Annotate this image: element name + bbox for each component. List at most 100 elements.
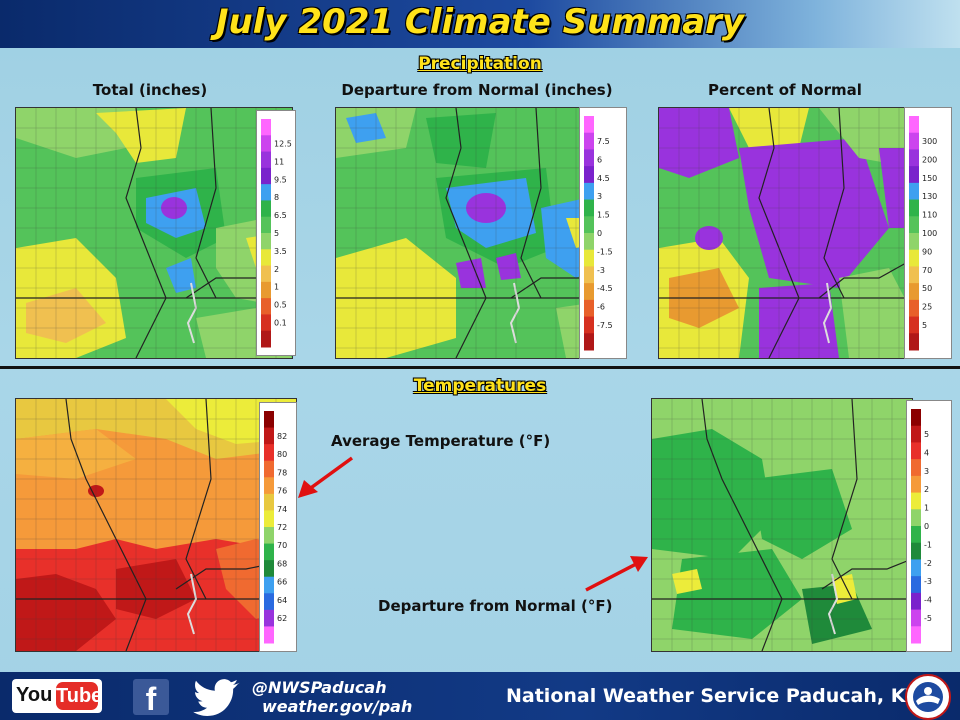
legend-tick-label: 1 <box>924 504 929 513</box>
legend-color-segment <box>264 427 274 445</box>
legend-tick-label: 70 <box>922 266 932 275</box>
legend-tick-label: -4.5 <box>597 284 613 293</box>
legend-color-segment <box>584 266 594 284</box>
legend-color-segment <box>909 149 919 167</box>
legend-color-segment <box>911 425 921 443</box>
section-divider <box>0 366 960 369</box>
legend-color-segment <box>261 200 271 218</box>
legend-tick-label: -1.5 <box>597 247 613 256</box>
map-temp-departure <box>651 398 913 652</box>
legend-tick-label: 74 <box>277 505 287 514</box>
legend-tick-label: 3.5 <box>274 247 287 256</box>
legend-color-segment <box>584 283 594 301</box>
legend-color-segment <box>584 199 594 217</box>
legend-color-segment <box>584 132 594 150</box>
legend-color-segment <box>911 576 921 594</box>
legend-color-segment <box>909 316 919 334</box>
legend-color-segment <box>911 559 921 577</box>
map-label-precip-departure: Departure from Normal (inches) <box>341 81 613 99</box>
legend-color-segment <box>584 233 594 251</box>
legend-precip-departure: 7.5 6 4.5 3 1.5 0 -1.5 -3 -4.5 -6 -7.5 <box>579 107 627 359</box>
legend-precip-total: 12.5 11 9.5 8 6.5 5 3.5 2 1 0.5 0.1 <box>256 110 296 356</box>
legend-color-segment <box>261 216 271 234</box>
legend-tick-label: 4.5 <box>597 174 610 183</box>
legend-tick-label: 25 <box>922 303 932 312</box>
legend-tick-label: 0 <box>597 229 602 238</box>
legend-color-segment <box>584 166 594 184</box>
legend-color-segment <box>909 266 919 284</box>
youtube-icon[interactable]: You Tube <box>12 679 102 713</box>
legend-color-segment <box>584 333 594 351</box>
map-precip-total <box>15 107 293 359</box>
legend-tick-label: 1.5 <box>597 211 610 220</box>
legend-tick-label: 3 <box>924 467 929 476</box>
legend-color-segment <box>909 182 919 201</box>
legend-tick-label: -1 <box>924 540 932 549</box>
legend-color-segment <box>261 167 271 185</box>
legend-color-segment <box>909 283 919 301</box>
legend-precip-percent: 300 200 150 130 110 100 90 70 50 25 5 <box>904 107 952 359</box>
legend-color-segment <box>909 166 919 184</box>
legend-tick-label: -5 <box>924 614 932 623</box>
map-avg-temperature <box>15 398 297 652</box>
legend-tick-label: 0 <box>924 522 929 531</box>
legend-color-segment <box>909 299 919 318</box>
legend-tick-label: -2 <box>924 559 932 568</box>
legend-color-segment <box>911 442 921 460</box>
legend-tick-label: 130 <box>922 192 937 201</box>
legend-tick-label: 1 <box>274 283 279 292</box>
website-link[interactable]: weather.gov/pah <box>262 697 413 716</box>
section-temperatures: Temperatures <box>413 376 547 396</box>
legend-color-segment <box>911 542 921 560</box>
legend-tick-label: 72 <box>277 523 287 532</box>
legend-tick-label: -4 <box>924 596 932 605</box>
legend-tick-label: 4 <box>924 448 929 457</box>
legend-color-segment <box>264 626 274 644</box>
legend-tick-label: 9.5 <box>274 175 287 184</box>
legend-tick-label: 8 <box>274 193 279 202</box>
legend-color-segment <box>261 249 271 267</box>
legend-color-segment <box>584 249 594 267</box>
legend-tick-label: 110 <box>922 211 937 220</box>
legend-color-segment <box>911 526 921 544</box>
legend-color-segment <box>909 216 919 234</box>
annotation-temp-departure: Departure from Normal (°F) <box>378 597 613 615</box>
legend-tick-label: 0.1 <box>274 319 287 328</box>
youtube-you-text: You <box>16 684 53 706</box>
legend-color-segment <box>584 316 594 334</box>
legend-tick-label: 2 <box>924 485 929 494</box>
twitter-handle[interactable]: @NWSPaducah <box>252 678 387 697</box>
legend-color-segment <box>909 132 919 150</box>
legend-tick-label: 70 <box>277 541 287 550</box>
legend-color-segment <box>911 409 921 427</box>
legend-tick-label: 5 <box>274 229 279 238</box>
legend-tick-label: 200 <box>922 155 937 164</box>
legend-color-segment <box>911 592 921 611</box>
legend-color-segment <box>584 216 594 234</box>
nws-logo-icon <box>905 674 951 720</box>
legend-tick-label: 5 <box>922 321 927 330</box>
legend-tick-label: 62 <box>277 614 287 623</box>
legend-tick-label: 11 <box>274 157 284 166</box>
legend-color-segment <box>261 119 271 136</box>
legend-tick-label: 6.5 <box>274 211 287 220</box>
legend-color-segment <box>261 298 271 315</box>
map-label-percent-normal: Percent of Normal <box>708 81 862 99</box>
legend-color-segment <box>909 249 919 267</box>
annotation-avg-temperature: Average Temperature (°F) <box>331 432 551 450</box>
legend-tick-label: 76 <box>277 487 287 496</box>
legend-color-segment <box>261 314 271 332</box>
legend-color-segment <box>264 444 274 462</box>
office-name: National Weather Service Paducah, KY <box>506 685 920 707</box>
facebook-icon[interactable]: f <box>133 679 169 717</box>
legend-tick-label: 50 <box>922 284 932 293</box>
twitter-icon[interactable] <box>192 678 240 718</box>
legend-color-segment <box>909 199 919 217</box>
legend-temp-departure: 5 4 3 2 1 0 -1 -2 -3 -4 -5 <box>906 400 952 652</box>
legend-color-segment <box>584 116 594 134</box>
legend-color-segment <box>911 509 921 527</box>
arrow-avg-temperature <box>298 456 354 498</box>
map-label-total: Total (inches) <box>92 81 208 99</box>
legend-color-segment <box>911 475 921 494</box>
legend-tick-label: -3 <box>924 577 932 586</box>
